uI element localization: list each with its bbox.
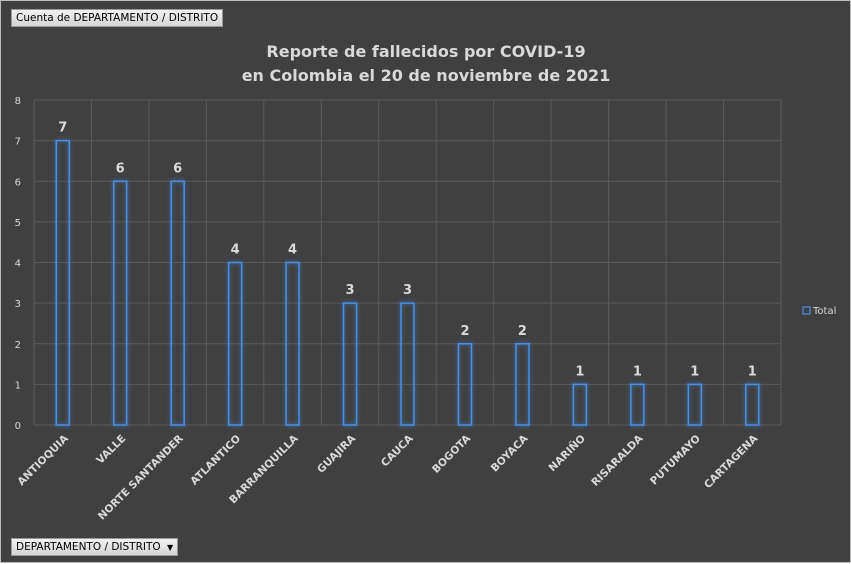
y-tick-label: 3 <box>15 299 21 310</box>
y-tick-label: 0 <box>15 421 21 432</box>
x-category-label: NARIÑO <box>546 432 588 474</box>
x-category-label: CAUCA <box>379 432 416 469</box>
y-tick-label: 1 <box>15 380 21 391</box>
bar <box>342 302 358 426</box>
x-category-label: ANTIOQUIA <box>15 432 71 488</box>
bar <box>55 139 70 426</box>
bar <box>745 383 760 426</box>
y-tick-label: 5 <box>15 218 21 229</box>
data-label: 2 <box>460 324 469 339</box>
legend-swatch <box>802 306 811 315</box>
y-tick-label: 2 <box>15 340 21 351</box>
bar <box>400 302 415 426</box>
bar <box>112 180 128 426</box>
x-category-label: ATLANTICO <box>188 433 243 488</box>
data-label: 1 <box>690 364 699 379</box>
data-label: 2 <box>518 324 527 339</box>
chart-title-line: Reporte de fallecidos por COVID-19 <box>266 42 585 61</box>
x-category-label: GUAJIRA <box>315 432 359 476</box>
y-tick-label: 4 <box>15 259 21 270</box>
dropdown-arrow-icon: ▼ <box>167 543 174 552</box>
bar <box>515 343 530 426</box>
bar <box>572 383 588 426</box>
data-label: 6 <box>173 161 182 176</box>
data-label: 4 <box>288 243 297 258</box>
legend-label: Total <box>812 306 836 317</box>
data-label: 1 <box>633 364 642 379</box>
bar <box>227 261 243 426</box>
y-tick-label: 6 <box>15 177 21 188</box>
data-label: 3 <box>346 283 355 298</box>
axis-field-button[interactable]: DEPARTAMENTO / DISTRITO ▼ <box>11 538 179 556</box>
value-field-button[interactable]: Cuenta de DEPARTAMENTO / DISTRITO <box>11 9 224 27</box>
x-category-label: RISARALDA <box>589 432 646 489</box>
chart-title-line: en Colombia el 20 de noviembre de 2021 <box>242 66 611 85</box>
x-category-label: BOGOTA <box>430 432 474 476</box>
bar <box>457 343 473 426</box>
data-label: 3 <box>403 283 412 298</box>
bar <box>630 383 645 426</box>
data-label: 4 <box>231 243 240 258</box>
bar <box>285 261 300 426</box>
y-tick-label: 8 <box>15 96 21 107</box>
data-label: 6 <box>116 161 125 176</box>
data-label: 7 <box>58 121 67 136</box>
data-label: 1 <box>575 364 584 379</box>
axis-field-label: DEPARTAMENTO / DISTRITO <box>16 541 161 553</box>
x-category-label: VALLE <box>94 433 128 467</box>
bar <box>687 383 703 426</box>
x-category-label: CARTAGENA <box>702 432 761 491</box>
bar <box>170 180 185 426</box>
y-tick-label: 7 <box>15 137 21 148</box>
x-category-label: BOYACA <box>489 432 531 474</box>
x-category-label: PUTUMAYO <box>648 433 703 488</box>
data-label: 1 <box>748 364 757 379</box>
